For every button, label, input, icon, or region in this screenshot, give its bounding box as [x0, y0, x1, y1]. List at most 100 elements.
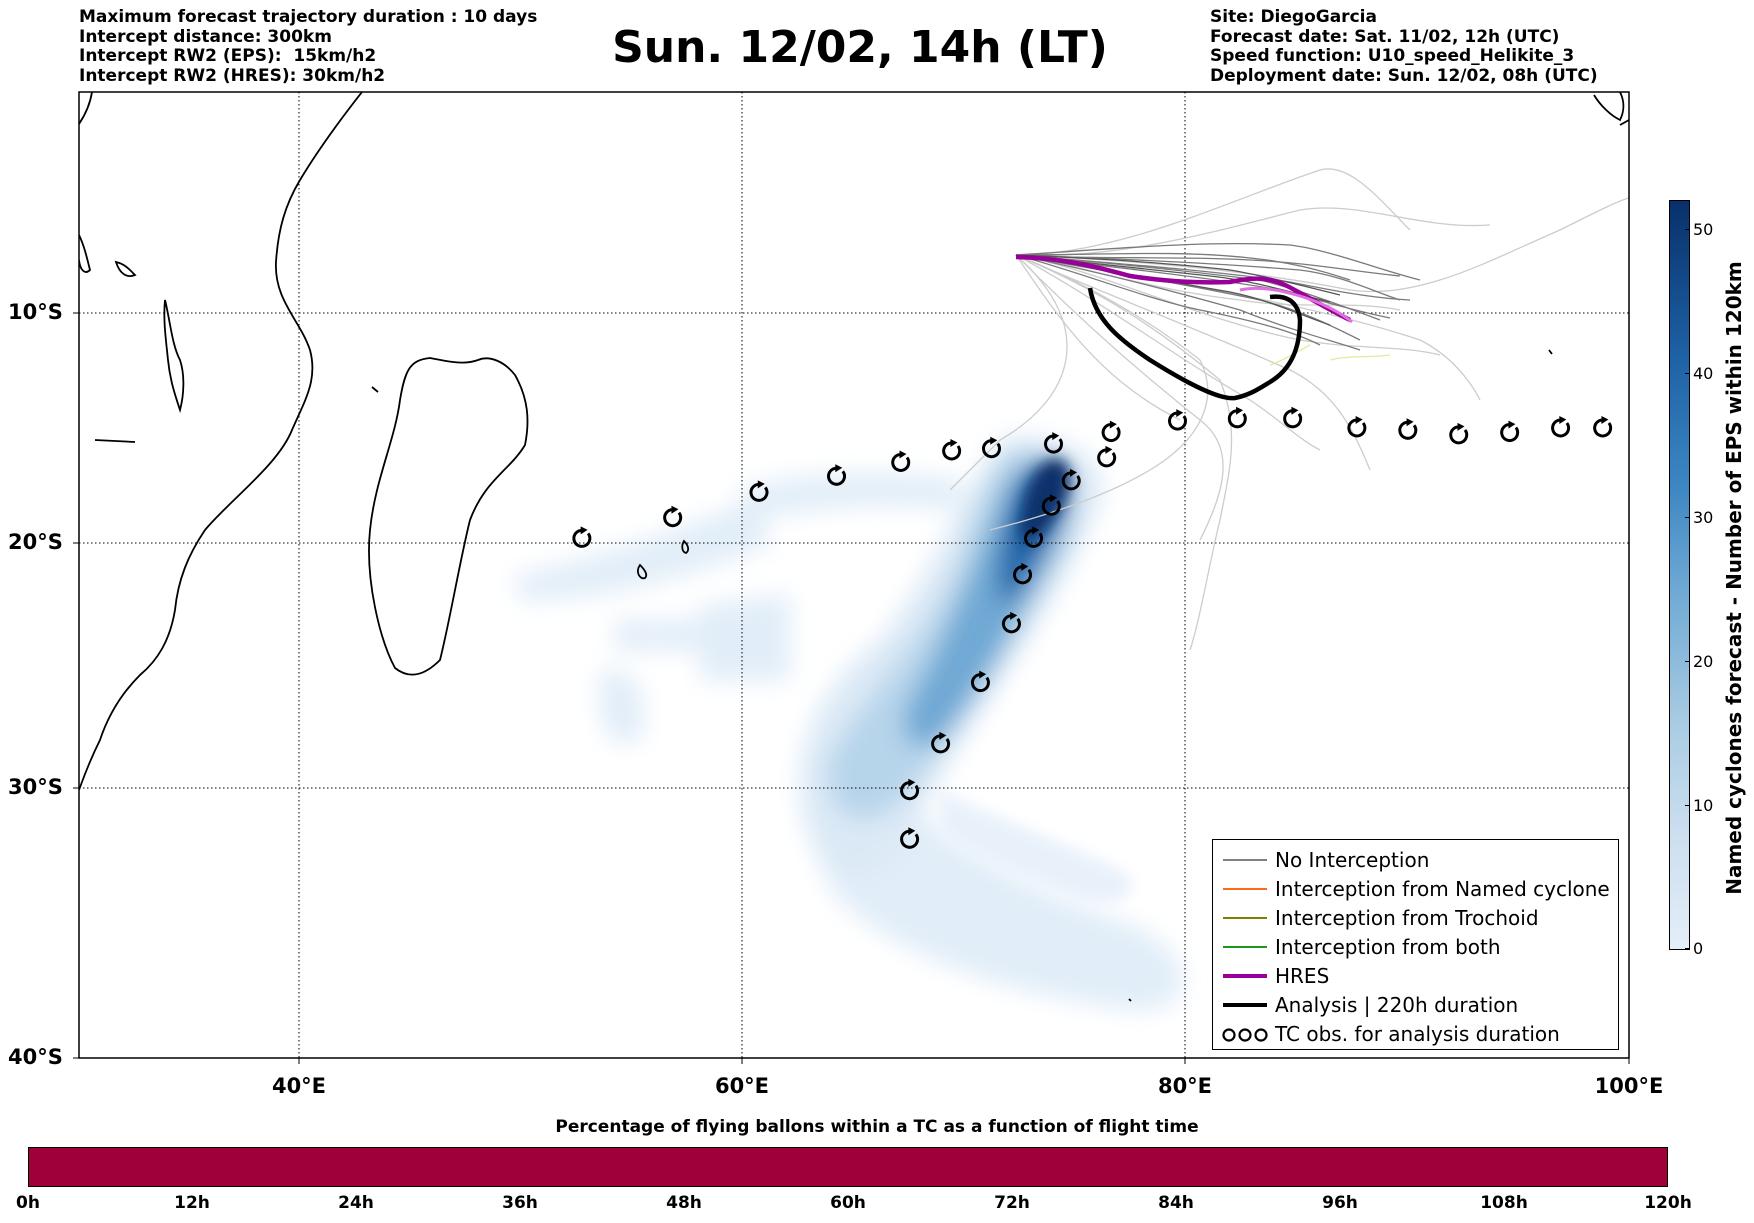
tc-obs-marker [663, 505, 683, 528]
eps-colorbar [1669, 200, 1690, 950]
lon-label: 60°E [714, 1074, 770, 1098]
tc-obs-marker [891, 450, 911, 472]
tc-obs-markers [572, 406, 1613, 849]
tc-obs-marker [1097, 445, 1117, 468]
tc-obs-marker [982, 436, 1001, 459]
legend-item-tc-obs: TC obs. for analysis duration [1213, 1020, 1618, 1048]
colorbar-tick: 50 [1693, 220, 1714, 239]
legend-label: Analysis | 220h duration [1275, 993, 1519, 1017]
colorbar-tick-mark [1685, 229, 1690, 230]
legend-item-named-cyclone: Interception from Named cyclone [1213, 875, 1618, 903]
axis-ticks [73, 312, 1630, 1064]
legend-swatch [1223, 974, 1267, 978]
colorbar-tick-mark [1685, 948, 1690, 949]
tc-obs-icon [1222, 1028, 1268, 1042]
legend-swatch [1223, 917, 1267, 919]
legend-label: HRES [1275, 964, 1330, 988]
legend-label: No Interception [1275, 848, 1430, 872]
colorbar-tick-mark [1685, 373, 1690, 374]
header-right-line: Site: DiegoGarcia [1210, 7, 1377, 27]
lat-label: 40°S [8, 1045, 63, 1069]
legend-swatch [1223, 946, 1267, 948]
tc-obs-marker [1044, 432, 1063, 454]
flight-time-tick: 120h [1644, 1193, 1692, 1213]
tc-obs-marker [1283, 406, 1303, 429]
legend-swatch [1223, 888, 1267, 890]
tc-obs-marker [900, 827, 920, 849]
flight-time-tick: 48h [666, 1193, 702, 1213]
header-left-line: Intercept RW2 (EPS): 15km/h2 [79, 46, 377, 66]
legend-swatch [1223, 1003, 1267, 1007]
header-left-info: Maximum forecast trajectory duration : 1… [79, 7, 538, 86]
legend-item-analysis: Analysis | 220h duration [1213, 991, 1618, 1019]
map-legend: No Interception Interception from Named … [1212, 839, 1619, 1050]
tc-obs-marker [1347, 416, 1367, 438]
header-right-line: Speed function: U10_speed_Helikite_3 [1210, 46, 1575, 66]
tc-obs-marker [1041, 494, 1061, 516]
lon-label: 80°E [1157, 1074, 1213, 1098]
header-left-line: Intercept RW2 (HRES): 30km/h2 [79, 65, 386, 86]
flight-time-tick: 12h [174, 1193, 210, 1213]
tc-obs-marker [1449, 422, 1469, 445]
legend-item-trochoid: Interception from Trochoid [1213, 904, 1618, 932]
hres-trajectory [1015, 254, 1352, 323]
legend-label: Interception from both [1275, 935, 1501, 959]
eps-colorbar-title: Named cyclones forecast - Number of EPS … [1722, 261, 1746, 895]
legend-swatch [1223, 859, 1267, 861]
lon-label: 100°E [1594, 1074, 1664, 1098]
flight-time-tick: 60h [830, 1193, 866, 1213]
tc-obs-marker [900, 778, 920, 801]
flight-time-tick: 24h [338, 1193, 374, 1213]
flight-time-tick: 72h [994, 1193, 1030, 1213]
legend-label: Interception from Named cyclone [1275, 877, 1610, 901]
colorbar-tick: 30 [1693, 508, 1714, 527]
lat-label: 30°S [8, 775, 63, 799]
colorbar-tick: 0 [1693, 939, 1704, 958]
colorbar-tick-mark [1685, 805, 1690, 806]
lon-label: 40°E [271, 1074, 327, 1098]
tc-obs-marker [572, 526, 592, 548]
header-left-line: Intercept distance: 300km [79, 26, 332, 47]
flight-time-tick: 84h [1158, 1193, 1194, 1213]
flight-time-tick: 96h [1322, 1193, 1358, 1213]
lat-label: 10°S [8, 300, 63, 324]
tc-obs-marker [749, 480, 769, 502]
flight-time-tick: 0h [16, 1193, 40, 1213]
tc-obs-marker [1551, 416, 1571, 438]
tc-obs-marker [1500, 420, 1520, 443]
colorbar-tick: 20 [1693, 652, 1714, 671]
flight-time-tick: 36h [502, 1193, 538, 1213]
tc-obs-marker [1024, 526, 1044, 548]
tc-obs-marker [1227, 406, 1247, 429]
tc-obs-marker [827, 464, 846, 486]
flight-time-tick: 108h [1480, 1193, 1528, 1213]
header-left-line: Maximum forecast trajectory duration : 1… [79, 7, 538, 27]
tc-obs-marker [1101, 420, 1121, 443]
tc-obs-marker [1001, 611, 1021, 634]
hres-trajectory-end [1239, 286, 1353, 324]
header-right-info: Site: DiegoGarcia Forecast date: Sat. 11… [1210, 7, 1598, 86]
tc-obs-marker [1593, 416, 1613, 438]
colorbar-tick-mark [1685, 661, 1690, 662]
map-frame [78, 91, 1630, 1059]
header-right-line: Deployment date: Sun. 12/02, 08h (UTC) [1210, 65, 1598, 86]
flight-time-colorbar [28, 1147, 1668, 1187]
tc-obs-marker [1013, 562, 1032, 585]
lat-label: 20°S [8, 530, 63, 554]
tc-obs-marker [931, 731, 951, 754]
legend-label: TC obs. for analysis duration [1275, 1022, 1560, 1046]
tc-obs-marker [942, 439, 962, 461]
colorbar-tick: 10 [1693, 796, 1714, 815]
legend-item-both: Interception from both [1213, 933, 1618, 961]
legend-item-no-interception: No Interception [1213, 846, 1618, 874]
tc-obs-marker [1398, 418, 1418, 440]
graticule [79, 92, 1629, 1058]
tc-obs-marker [1061, 468, 1081, 491]
legend-label: Interception from Trochoid [1275, 906, 1539, 930]
analysis-trajectory [1087, 287, 1303, 401]
tc-obs-marker [1168, 409, 1187, 431]
colorbar-tick: 40 [1693, 364, 1714, 383]
coastlines [79, 92, 1629, 1002]
tc-obs-marker [970, 670, 990, 693]
map-title: Sun. 12/02, 14h (LT) [612, 22, 1108, 73]
